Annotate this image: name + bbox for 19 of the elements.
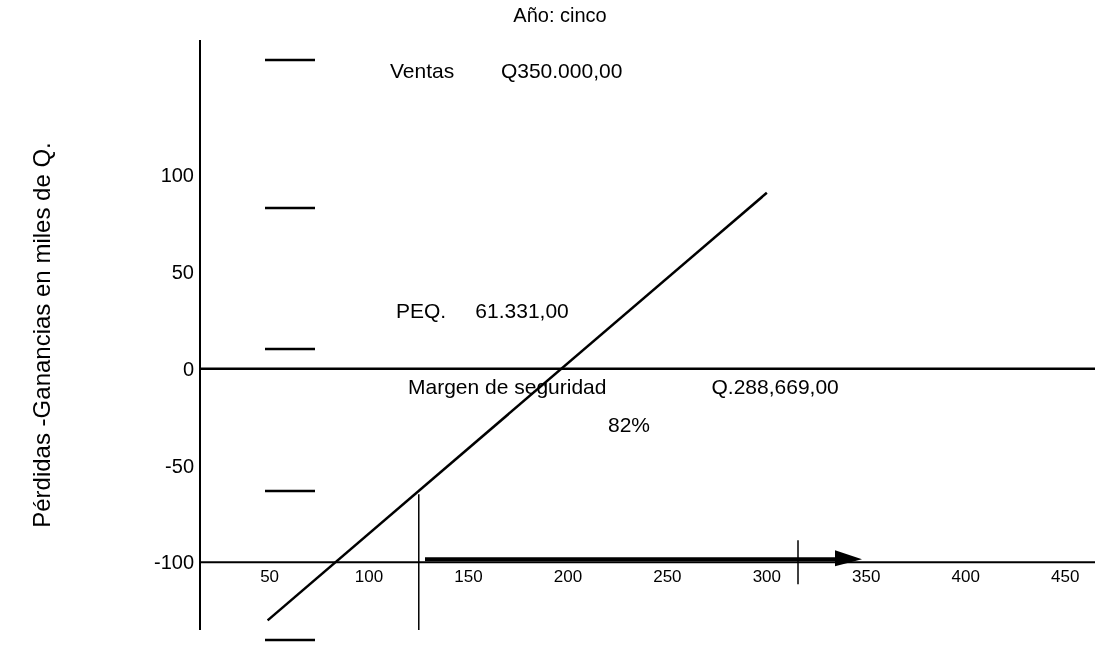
annotation: PEQ. 61.331,00	[396, 299, 569, 322]
x-tick-label: 450	[1050, 567, 1080, 587]
chart-title: Año: cinco	[513, 4, 607, 26]
y-tick-label: 50	[171, 261, 194, 284]
y-axis-title: Pérdidas -Ganancias en miles de Q.	[28, 142, 55, 528]
annotation: Ventas Q350.000,00	[390, 59, 623, 82]
x-tick-label: 50	[260, 567, 280, 587]
x-tick-label: 250	[653, 567, 682, 587]
x-tick-label: 300	[752, 567, 782, 587]
x-tick-label: 150	[454, 567, 483, 587]
y-tick-label: -50	[165, 454, 194, 477]
x-tick-label: 200	[553, 567, 583, 587]
annotation: 82%	[608, 413, 651, 436]
x-tick-label: 400	[951, 567, 980, 587]
y-tick-label: 0	[182, 357, 194, 380]
y-tick-label: -100	[153, 551, 194, 574]
x-tick-label: 350	[852, 567, 881, 587]
x-tick-label: 100	[354, 567, 384, 587]
y-tick-label: 100	[160, 164, 194, 187]
